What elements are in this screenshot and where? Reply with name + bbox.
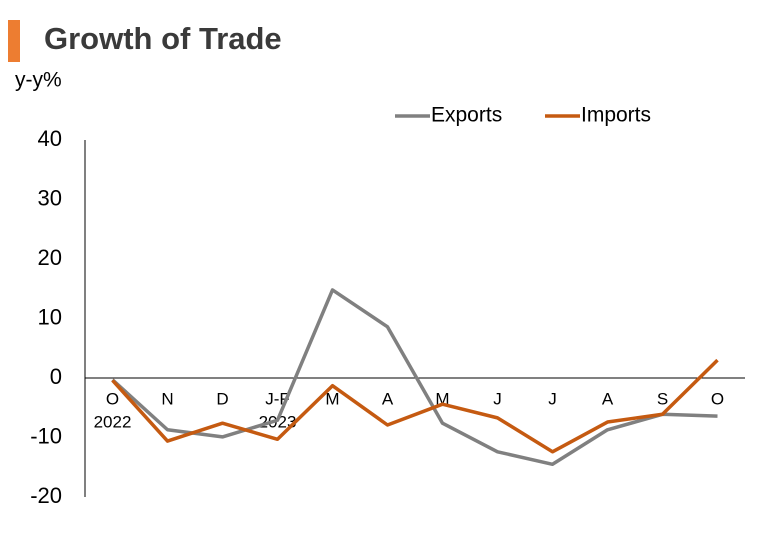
series-line xyxy=(111,358,719,454)
x-year-label: 2022 xyxy=(94,412,132,431)
x-tick-label: A xyxy=(602,389,614,408)
legend-label: Exports xyxy=(431,104,502,127)
y-tick-label: 10 xyxy=(38,304,62,329)
y-tick-label: -10 xyxy=(30,423,62,448)
title-marker xyxy=(8,20,20,62)
x-tick-label: O xyxy=(711,389,724,408)
x-tick-label: J xyxy=(548,389,557,408)
x-tick-label: A xyxy=(382,389,394,408)
x-tick-label: S xyxy=(657,389,668,408)
x-tick-label: N xyxy=(161,389,173,408)
series-line xyxy=(111,288,718,467)
x-tick-label: D xyxy=(216,389,228,408)
y-tick-label: 30 xyxy=(38,185,62,210)
y-tick-label: -20 xyxy=(30,483,62,508)
y-tick-label: 40 xyxy=(38,126,62,151)
x-tick-label: J xyxy=(493,389,502,408)
chart-title: Growth of Trade xyxy=(44,21,282,56)
y-tick-label: 0 xyxy=(50,364,62,389)
legend-label: Imports xyxy=(581,104,651,127)
x-tick-label: M xyxy=(325,389,339,408)
y-tick-label: 20 xyxy=(38,245,62,270)
x-tick-label: O xyxy=(106,389,119,408)
y-axis-label: y-y% xyxy=(15,69,62,92)
